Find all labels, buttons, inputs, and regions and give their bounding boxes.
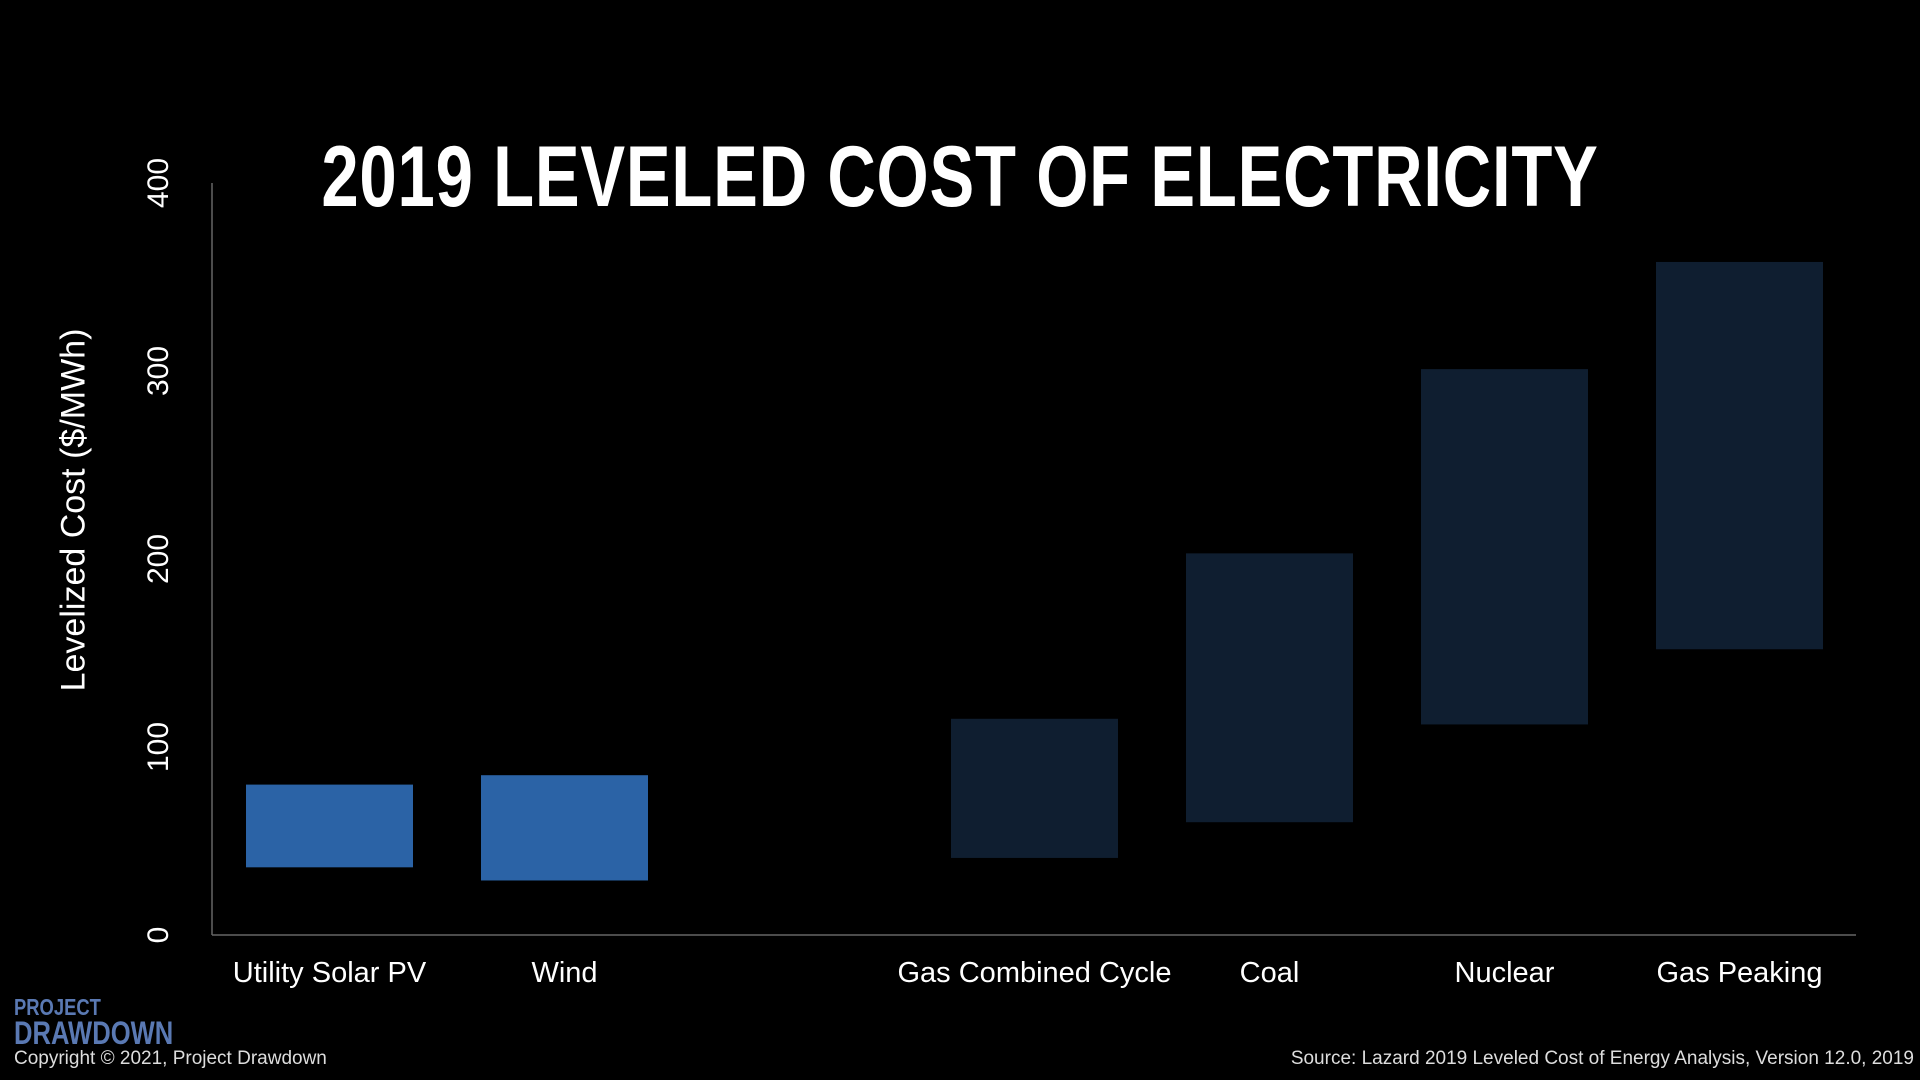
source-text: Source: Lazard 2019 Leveled Cost of Ener… bbox=[1290, 1048, 1914, 1069]
x-tick-label: Gas Peaking bbox=[1656, 957, 1822, 989]
y-tick-label: 400 bbox=[142, 158, 175, 208]
y-tick-label: 100 bbox=[142, 722, 175, 772]
range-bar bbox=[481, 775, 648, 881]
copyright-text: Copyright © 2021, Project Drawdown bbox=[14, 1048, 327, 1069]
y-axis-label: Levelized Cost ($/MWh) bbox=[54, 328, 93, 692]
x-tick-label: Nuclear bbox=[1455, 957, 1555, 989]
chart-title: 2019 LEVELED COST OF ELECTRICITY bbox=[321, 129, 1599, 225]
range-bar bbox=[1421, 369, 1588, 725]
x-tick-label: Wind bbox=[531, 957, 597, 989]
y-tick-label: 300 bbox=[142, 346, 175, 396]
range-bar bbox=[1656, 261, 1823, 650]
project-drawdown-logo: PROJECT DRAWDOWN bbox=[14, 994, 213, 1051]
range-bar bbox=[1186, 553, 1353, 823]
y-tick-label: 200 bbox=[142, 534, 175, 584]
logo-line-1: PROJECT bbox=[14, 994, 101, 1020]
range-bar bbox=[951, 718, 1118, 858]
y-tick-label: 0 bbox=[142, 927, 175, 944]
logo-line-2: DRAWDOWN bbox=[14, 1015, 174, 1051]
x-tick-label: Coal bbox=[1240, 957, 1300, 989]
x-tick-label: Utility Solar PV bbox=[233, 957, 427, 989]
range-bar bbox=[246, 784, 413, 868]
x-tick-label: Gas Combined Cycle bbox=[898, 957, 1172, 989]
